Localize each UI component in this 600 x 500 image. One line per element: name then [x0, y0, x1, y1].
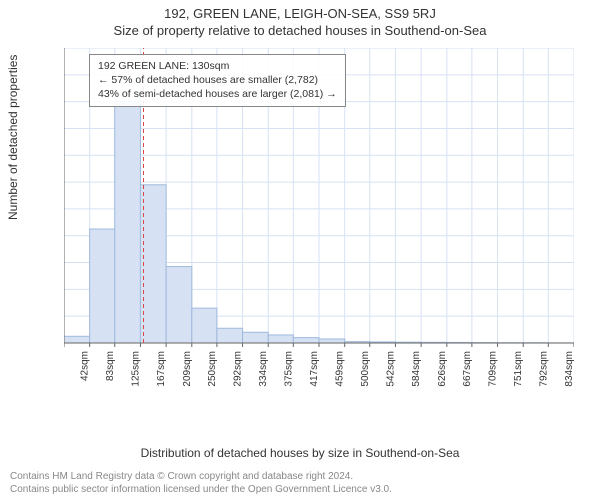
- histogram-bar: [166, 267, 192, 343]
- x-tick-label: 626sqm: [437, 351, 448, 387]
- histogram-bar: [64, 336, 90, 343]
- x-tick-label: 167sqm: [156, 351, 167, 387]
- histogram-bar: [217, 328, 243, 343]
- histogram-bar: [192, 308, 217, 343]
- annotation-line: 192 GREEN LANE: 130sqm: [98, 59, 337, 73]
- annotation-line: 43% of semi-detached houses are larger (…: [98, 87, 337, 101]
- histogram-bar: [140, 185, 166, 343]
- x-tick-label: 459sqm: [335, 351, 346, 387]
- footer-attribution: Contains HM Land Registry data © Crown c…: [10, 470, 392, 496]
- x-tick-label: 42sqm: [80, 351, 91, 381]
- x-tick-label: 792sqm: [538, 351, 549, 387]
- x-tick-label: 500sqm: [360, 351, 371, 387]
- histogram-bar: [319, 339, 345, 343]
- x-axis-label: Distribution of detached houses by size …: [0, 446, 600, 460]
- x-tick-label: 250sqm: [207, 351, 218, 387]
- x-tick-label: 542sqm: [385, 351, 396, 387]
- chart-title-main: 192, GREEN LANE, LEIGH-ON-SEA, SS9 5RJ: [0, 0, 600, 21]
- histogram-bar: [90, 229, 115, 343]
- x-tick-label: 125sqm: [130, 351, 141, 387]
- footer-line: Contains public sector information licen…: [10, 483, 392, 496]
- annotation-line: ← 57% of detached houses are smaller (2,…: [98, 73, 337, 87]
- histogram-bar: [293, 338, 319, 343]
- annotation-box: 192 GREEN LANE: 130sqm ← 57% of detached…: [89, 54, 346, 107]
- x-tick-label: 584sqm: [411, 351, 422, 387]
- chart-plot-area: 0200400600800100012001400160018002000220…: [64, 48, 574, 398]
- histogram-bar: [268, 335, 293, 343]
- x-tick-label: 0sqm: [64, 351, 65, 375]
- chart-title-sub: Size of property relative to detached ho…: [0, 21, 600, 38]
- x-tick-label: 292sqm: [233, 351, 244, 387]
- x-tick-label: 375sqm: [283, 351, 294, 387]
- x-tick-label: 751sqm: [513, 351, 524, 387]
- x-tick-label: 334sqm: [258, 351, 269, 387]
- histogram-bar: [243, 332, 269, 343]
- histogram-bar: [115, 102, 141, 343]
- x-tick-label: 83sqm: [105, 351, 116, 381]
- x-tick-label: 667sqm: [462, 351, 473, 387]
- x-tick-label: 709sqm: [488, 351, 499, 387]
- footer-line: Contains HM Land Registry data © Crown c…: [10, 470, 392, 483]
- x-tick-label: 209sqm: [182, 351, 193, 387]
- y-axis-label: Number of detached properties: [6, 55, 20, 220]
- x-tick-label: 834sqm: [564, 351, 574, 387]
- x-tick-label: 417sqm: [309, 351, 320, 387]
